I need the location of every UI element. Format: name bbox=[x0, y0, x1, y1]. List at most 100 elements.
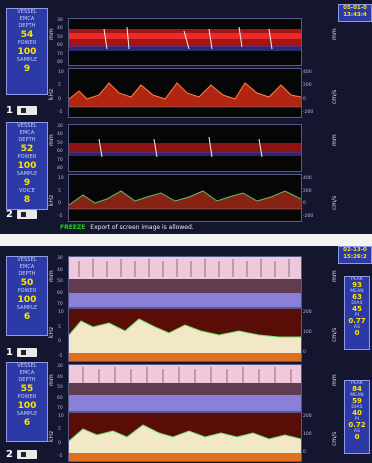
meas-dias-value: 45 bbox=[352, 305, 362, 313]
param-depth-label: DEPTH bbox=[18, 377, 36, 383]
axis-tick-label: 400 bbox=[303, 70, 312, 75]
axis-tick-label: -200 bbox=[303, 214, 314, 219]
axis-tick-label: 0 bbox=[303, 96, 306, 102]
axis-tick-label: 200 bbox=[303, 83, 312, 89]
axis-tick-label: 80 bbox=[57, 166, 63, 171]
channel-1-audio-control[interactable]: 1 bbox=[6, 346, 46, 359]
param-emca-label: EMCA bbox=[19, 130, 35, 136]
axis-tick-label: 50 bbox=[57, 34, 63, 40]
param-power-value: 100 bbox=[17, 161, 37, 171]
param-sample-value: 6 bbox=[23, 418, 31, 428]
speaker-icon[interactable] bbox=[17, 210, 37, 219]
param-sample-value: 9 bbox=[23, 178, 31, 188]
bottom-doppler-screen: VESSEL EMCA DEPTH 50 POWER 100 SAMPLE 6 … bbox=[0, 246, 372, 463]
channel-2-audio-control[interactable]: 2 bbox=[6, 208, 46, 221]
axis-tick-label: 5 bbox=[58, 427, 61, 433]
spectral-axis-unit-right: cm/s bbox=[331, 195, 338, 210]
param-depth-value: 54 bbox=[20, 30, 34, 40]
param-power-value: 100 bbox=[17, 401, 37, 411]
meas-peak-value: 84 bbox=[352, 385, 362, 393]
meas-mean-label: MEAN bbox=[350, 289, 364, 294]
spectral-axis-unit: kHz bbox=[48, 326, 55, 338]
axis-tick-label: 70 bbox=[57, 302, 63, 307]
mmode-axis-unit-right: mm bbox=[331, 270, 338, 282]
channel-1-mmode-display bbox=[68, 256, 302, 308]
axis-tick-label: 200 bbox=[303, 188, 312, 194]
channel-1-params-panel: VESSEL EMCA DEPTH 50 POWER 100 SAMPLE 6 bbox=[6, 256, 48, 336]
spectral-axis-unit-right: cm/s bbox=[331, 431, 338, 446]
axis-tick-label: 0 bbox=[58, 96, 61, 102]
mmode-axis-unit: mm bbox=[48, 374, 55, 386]
axis-tick-label: 40 bbox=[57, 26, 63, 32]
axis-tick-label: 40 bbox=[57, 374, 63, 380]
axis-tick-label: 50 bbox=[57, 140, 63, 146]
mmode-axis-unit: mm bbox=[48, 270, 55, 282]
spectral-axis-unit-right: cm/s bbox=[331, 327, 338, 342]
meas-mean-value: 63 bbox=[352, 293, 362, 301]
channel-1-params-panel: VESSEL EMCA DEPTH 54 POWER 100 SAMPLE 9 bbox=[6, 8, 48, 95]
axis-tick-label: 60 bbox=[57, 290, 63, 296]
speaker-icon[interactable] bbox=[17, 450, 37, 459]
param-sample-label: SAMPLE bbox=[16, 411, 38, 417]
meas-peak-value: 93 bbox=[352, 281, 362, 289]
param-power-value: 100 bbox=[17, 47, 37, 57]
channel-2-params-panel: VESSEL EMCA DEPTH 55 POWER 100 SAMPLE 6 bbox=[6, 362, 48, 442]
status-message: Export of screen image is allowed. bbox=[90, 224, 194, 231]
timestamp-panel: 05-01-0 13:43:4 bbox=[338, 4, 372, 22]
date-text: 02-13-0 bbox=[343, 247, 367, 253]
mmode-trace bbox=[69, 257, 301, 307]
mmode-axis-unit-right: mm bbox=[331, 28, 338, 40]
param-sample-label: SAMPLE bbox=[16, 171, 38, 177]
axis-tick-label: 50 bbox=[57, 385, 63, 390]
axis-tick-label: 50 bbox=[57, 279, 63, 284]
channel-2-mmode-display bbox=[68, 124, 302, 172]
meas-peak-label: PEAK bbox=[351, 381, 363, 386]
status-bar: FREEZE Export of screen image is allowed… bbox=[60, 224, 194, 232]
meas-pi-label: PI bbox=[354, 417, 360, 422]
axis-tick-label: 5 bbox=[58, 83, 61, 89]
param-power-label: POWER bbox=[17, 394, 37, 400]
channel-2-audio-control[interactable]: 2 bbox=[6, 448, 46, 461]
param-vessel-label: VESSEL bbox=[17, 363, 37, 369]
axis-tick-label: 70 bbox=[57, 51, 63, 57]
channel-2-spectral-display bbox=[68, 174, 302, 222]
channel-1-spectral-display bbox=[68, 308, 302, 362]
meas-mean-label: MEAN bbox=[350, 393, 364, 398]
date-text: 05-01-0 bbox=[343, 5, 367, 11]
axis-tick-label: 0 bbox=[58, 440, 61, 446]
spectral-axis-unit: kHz bbox=[48, 430, 55, 442]
param-power-label: POWER bbox=[17, 154, 37, 160]
image-separator bbox=[0, 234, 372, 246]
meas-as-value: 0 bbox=[354, 329, 360, 337]
axis-tick-label: 5 bbox=[58, 324, 61, 330]
meas-peak-label: PEAK bbox=[351, 277, 363, 282]
speaker-icon[interactable] bbox=[17, 106, 37, 115]
spectral-waveform bbox=[69, 413, 301, 461]
channel-1-number: 1 bbox=[6, 105, 13, 116]
axis-tick-label: 100 bbox=[303, 330, 312, 335]
timestamp-panel: 02-13-0 15:26:2 bbox=[338, 246, 372, 264]
axis-tick-label: -5 bbox=[58, 354, 63, 359]
axis-tick-label: 10 bbox=[58, 70, 64, 75]
axis-tick-label: 70 bbox=[57, 406, 63, 411]
spectral-waveform bbox=[69, 175, 301, 221]
axis-tick-label: 30 bbox=[57, 18, 63, 23]
meas-pi-value: 0.77 bbox=[348, 317, 366, 325]
axis-tick-label: 30 bbox=[57, 124, 63, 129]
param-emca-label: EMCA bbox=[19, 264, 35, 270]
channel-1-number: 1 bbox=[6, 347, 13, 358]
param-vessel-label: VESSEL bbox=[17, 257, 37, 263]
param-sample-value: 9 bbox=[23, 64, 31, 74]
freeze-indicator: FREEZE bbox=[60, 224, 86, 231]
channel-1-audio-control[interactable]: 1 bbox=[6, 104, 46, 117]
axis-tick-label: -200 bbox=[303, 110, 314, 115]
mmode-axis-unit-right: mm bbox=[331, 134, 338, 146]
speaker-icon[interactable] bbox=[17, 348, 37, 357]
axis-tick-label: 40 bbox=[57, 132, 63, 138]
axis-tick-label: 60 bbox=[57, 43, 63, 49]
axis-tick-label: 5 bbox=[58, 188, 61, 194]
meas-mean-value: 59 bbox=[352, 397, 362, 405]
param-power-label: POWER bbox=[17, 288, 37, 294]
axis-tick-label: 40 bbox=[57, 267, 63, 273]
spectral-axis-unit: kHz bbox=[48, 88, 55, 100]
